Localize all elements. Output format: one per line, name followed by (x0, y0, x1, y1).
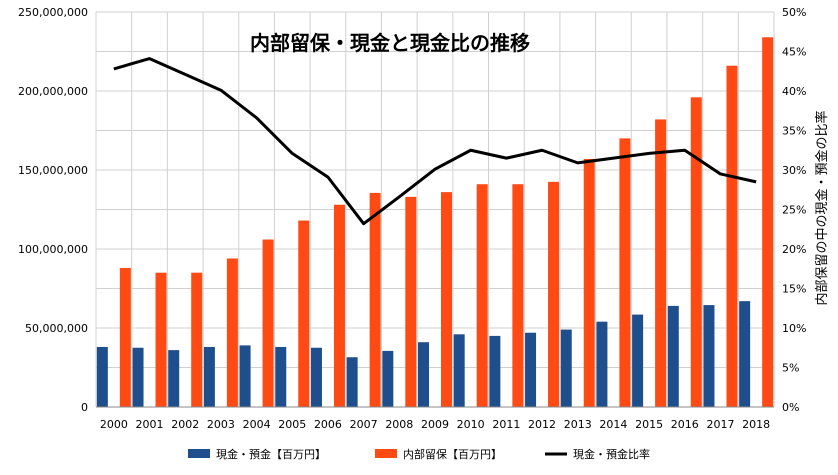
retained-earnings-bar (191, 272, 203, 407)
y-left-tick-labels: 0 50,000,000 100,000,000 150,000,000 200,000… (18, 6, 88, 414)
x-tick-label: 2011 (492, 418, 520, 431)
cash-bar (239, 345, 251, 407)
x-tick-labels: 2000 2001 2002 2003 2004 2005 2006 2007 2008 2009… (100, 418, 770, 431)
cash-bar (703, 305, 715, 407)
cash-bar (96, 346, 108, 407)
cash-bar (596, 321, 608, 407)
retained-earnings-bar (119, 267, 131, 407)
retained-earnings-bar (405, 196, 417, 407)
x-tick-label: 2015 (635, 418, 663, 431)
grid (95, 11, 775, 408)
y-right-tick-label: 40% (782, 85, 806, 98)
legend-swatch (188, 449, 210, 458)
x-tick-label: 2016 (671, 418, 699, 431)
retained-earnings-bar (762, 37, 774, 407)
y-left-tick-label: 200,000,000 (18, 85, 88, 98)
cash-bar (132, 347, 144, 407)
retained-earnings-bar (655, 119, 667, 407)
retained-earnings-bar (619, 138, 631, 407)
cash-bar (382, 350, 394, 407)
cash-bar (168, 350, 180, 407)
y-right-tick-label: 15% (782, 283, 806, 296)
legend-label: 現金・預金【百万円】 (216, 447, 326, 461)
ratio-line-layer (113, 57, 757, 226)
retained-earnings-bar (333, 204, 345, 407)
cash-bar (489, 335, 501, 407)
x-tick-label: 2005 (278, 418, 306, 431)
x-tick-label: 2000 (100, 418, 128, 431)
x-tick-label: 2002 (171, 418, 199, 431)
legend-label: 内部留保【百万円】 (403, 447, 502, 461)
legend: 現金・預金【百万円】 内部留保【百万円】 現金・預金比率 (188, 447, 650, 461)
y-right-tick-labels: 0% 5% 10% 15% 20% 25% 30% 35% 40% 45% 50% (782, 6, 806, 414)
x-tick-label: 2017 (706, 418, 734, 431)
retained-earnings-bar (476, 184, 488, 407)
cash-bar (275, 346, 287, 407)
retained-earnings-bar (298, 220, 310, 407)
y-right-tick-label: 10% (782, 322, 806, 335)
legend-label: 現金・預金比率 (573, 447, 650, 461)
y-right-tick-label: 0% (782, 401, 799, 414)
y-right-tick-label: 30% (782, 164, 806, 177)
x-tick-label: 2008 (385, 418, 413, 431)
cash-bar (739, 301, 751, 407)
cash-bar (632, 314, 644, 407)
cash-bar (346, 357, 358, 407)
y-right-tick-label: 35% (782, 125, 806, 138)
y-left-tick-label: 150,000,000 (18, 164, 88, 177)
retained-earnings-bar (441, 192, 452, 407)
retained-earnings-bar (369, 192, 381, 407)
bars (96, 37, 774, 407)
retained-earnings-bar (155, 272, 167, 407)
cash-ratio-line (113, 57, 757, 226)
retained-earnings-bar (583, 158, 595, 407)
y-right-tick-label: 5% (782, 362, 799, 375)
x-tick-label: 2014 (599, 418, 627, 431)
cash-bar (667, 305, 679, 407)
x-tick-label: 2004 (243, 418, 271, 431)
x-tick-label: 2007 (350, 418, 378, 431)
retained-earnings-bar (690, 97, 702, 407)
cash-bar (453, 334, 465, 407)
x-tick-label: 2001 (136, 418, 164, 431)
cash-bar (560, 329, 572, 407)
chart-title: 内部留保・現金と現金比の推移 (250, 31, 530, 55)
y-left-tick-label: 250,000,000 (18, 6, 88, 19)
y-right-tick-label: 45% (782, 46, 806, 59)
y-right-axis-label: 内部保留の中の現金・預金の比率 (814, 110, 830, 305)
retained-earnings-bar (226, 258, 238, 407)
retained-earnings-bar (548, 181, 560, 407)
cash-bar (418, 342, 429, 407)
y-right-tick-label: 25% (782, 204, 806, 217)
y-right-tick-label: 20% (782, 243, 806, 256)
x-tick-label: 2006 (314, 418, 342, 431)
cash-bar (525, 332, 537, 407)
y-left-tick-label: 0 (81, 401, 88, 414)
retained-earnings-bar (512, 184, 524, 407)
x-tick-label: 2013 (564, 418, 592, 431)
y-right-tick-label: 50% (782, 6, 806, 19)
x-tick-label: 2010 (457, 418, 485, 431)
x-tick-label: 2009 (421, 418, 449, 431)
x-tick-label: 2012 (528, 418, 556, 431)
cash-bar (203, 346, 215, 407)
y-left-tick-label: 100,000,000 (18, 243, 88, 256)
y-left-tick-label: 50,000,000 (25, 322, 88, 335)
retained-earnings-bar (262, 239, 274, 407)
retained-earnings-bar (726, 65, 738, 407)
legend-swatch (375, 449, 397, 458)
x-tick-label: 2018 (742, 418, 770, 431)
cash-bar (310, 347, 322, 407)
x-tick-label: 2003 (207, 418, 235, 431)
